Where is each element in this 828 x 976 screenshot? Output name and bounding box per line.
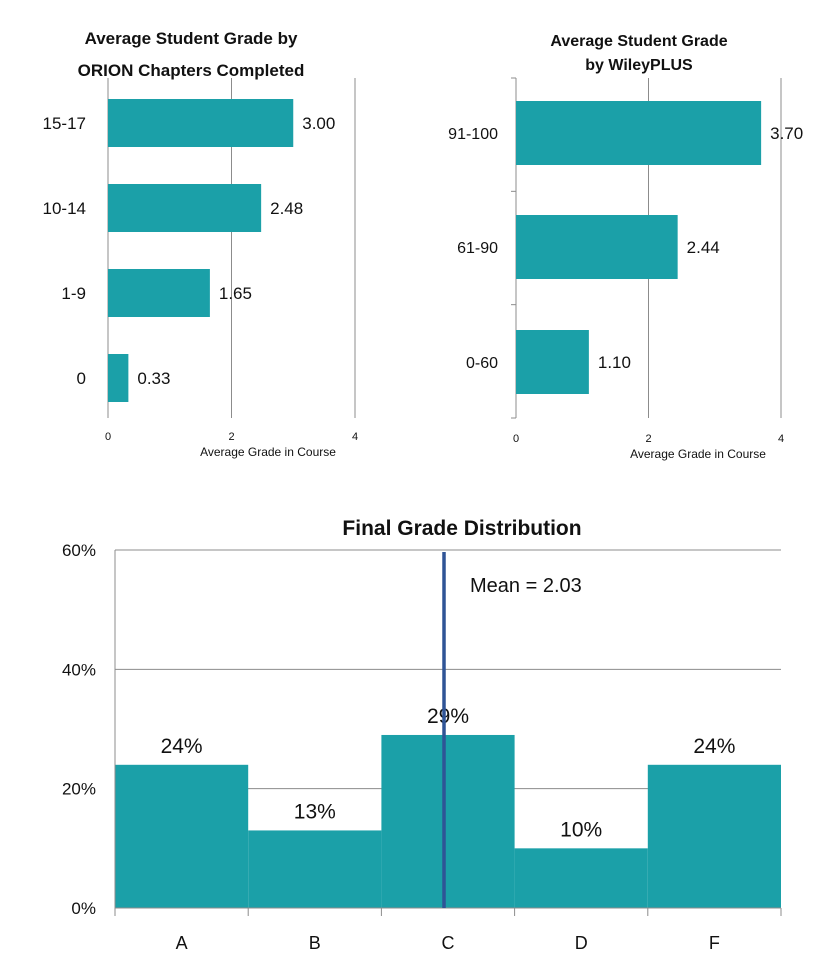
category-label: 91-100 [448,126,498,143]
bar [514,848,648,908]
x-axis-label: Average Grade in Course [200,445,336,459]
chart-title-line: Average Student Grade [550,33,727,50]
x-tick-label: 2 [645,433,651,445]
category-label: 61-90 [457,240,498,257]
bar [647,764,781,908]
value-label: 13% [294,800,336,823]
category-label: 0 [77,369,86,388]
value-label: 1.10 [598,353,631,372]
y-tick-label: 60% [62,541,96,560]
bar [108,184,262,232]
category-label: B [309,933,321,953]
x-axis-label: Average Grade in Course [630,447,766,461]
category-label: D [575,933,588,953]
y-tick-label: 20% [62,780,96,799]
value-label: 1.65 [219,284,252,303]
value-label: 2.44 [687,238,720,257]
value-label: 29% [427,705,469,728]
category-label: C [442,933,455,953]
bar [516,101,762,165]
value-label: 0.33 [137,369,170,388]
value-label: 3.00 [302,114,335,133]
bar [115,764,249,908]
category-label: 1-9 [61,284,86,303]
category-label: 10-14 [43,199,86,218]
bar [381,734,515,908]
category-label: 15-17 [43,114,86,133]
y-tick-label: 0% [71,899,96,918]
bar [108,99,294,147]
category-label: 0-60 [466,355,498,372]
value-label: 10% [560,818,602,841]
category-label: F [709,933,720,953]
x-tick-label: 0 [513,433,519,445]
x-tick-label: 4 [352,431,358,443]
value-label: 3.70 [770,124,803,143]
bar [248,830,382,908]
x-tick-label: 2 [228,431,234,443]
value-label: 24% [161,735,203,758]
bar [516,330,589,394]
chart-title-line: by WileyPLUS [585,57,693,74]
y-tick-label: 40% [62,660,96,679]
mean-annotation: Mean = 2.03 [470,575,582,597]
x-tick-label: 4 [778,433,784,445]
value-label: 2.48 [270,199,303,218]
value-label: 24% [693,735,735,758]
category-label: A [176,933,188,953]
chart-title-line: Average Student Grade by [85,29,298,48]
bar [516,215,678,279]
bar [108,269,210,317]
chart-title-line: ORION Chapters Completed [78,61,305,80]
x-tick-label: 0 [105,431,111,443]
bar [108,354,129,402]
chart-title: Final Grade Distribution [342,517,581,540]
